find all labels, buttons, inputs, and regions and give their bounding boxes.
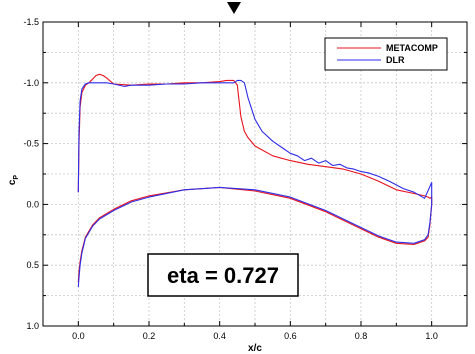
- x-tick-label: 0.2: [143, 331, 156, 341]
- x-tick-label: 0.8: [355, 331, 368, 341]
- x-axis-label: x/c: [248, 343, 262, 354]
- y-axis-label-sub: P: [13, 175, 20, 180]
- x-tick-label: 0.0: [72, 331, 85, 341]
- legend-box: [324, 37, 448, 71]
- eta-annotation-text: eta = 0.727: [167, 263, 279, 288]
- x-tick-label: 1.0: [425, 331, 438, 341]
- series-line-dlr: [77, 79, 433, 288]
- y-tick-label: -1.5: [23, 17, 39, 27]
- y-tick-label: -1.0: [23, 78, 39, 88]
- y-axis-label: cP: [7, 175, 20, 186]
- y-tick-label: 0.5: [26, 260, 39, 270]
- arrow-down-icon: [227, 2, 241, 14]
- legend-label-metacomp: METACOMP: [386, 43, 438, 53]
- y-tick-label: 0.0: [26, 199, 39, 209]
- y-tick-label: 1.0: [26, 321, 39, 331]
- y-axis-label-main: c: [7, 179, 18, 185]
- series-layer: [77, 73, 433, 288]
- x-tick-label: 0.6: [284, 331, 297, 341]
- eta-annotation-box: [147, 253, 299, 297]
- eta-annotation: eta = 0.727: [147, 253, 299, 297]
- x-tick-label: 0.4: [213, 331, 226, 341]
- ticks: 0.0 0.2 0.4 0.6 0.8 1.0 -1.5 -1.0 -0.5 0.0 0.5 1.0: [23, 17, 468, 341]
- legend: METACOMP DLR: [324, 37, 448, 71]
- legend-label-dlr: DLR: [386, 55, 405, 65]
- y-tick-label: -0.5: [23, 139, 39, 149]
